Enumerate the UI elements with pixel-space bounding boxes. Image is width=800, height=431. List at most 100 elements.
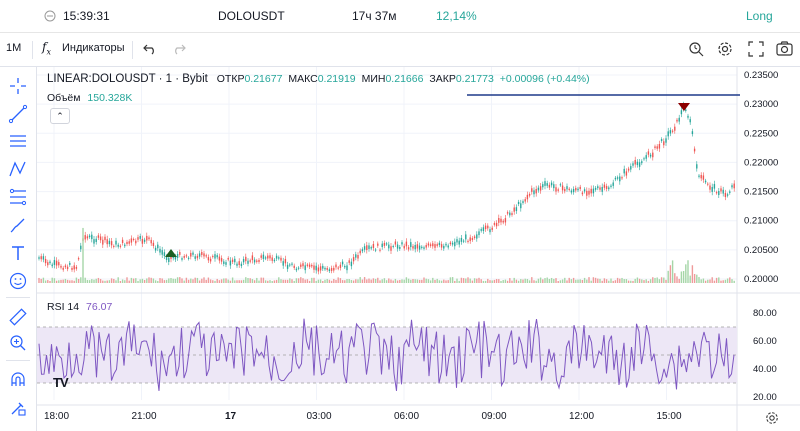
brush-icon[interactable] bbox=[8, 215, 28, 235]
price-candle bbox=[73, 265, 75, 270]
price-candle bbox=[161, 250, 163, 255]
price-candle bbox=[341, 261, 344, 265]
magnet-icon[interactable] bbox=[8, 370, 28, 390]
volume-bar bbox=[264, 280, 267, 283]
price-candle bbox=[117, 244, 119, 247]
interval-button[interactable]: 1M bbox=[6, 42, 22, 54]
volume-bar bbox=[113, 278, 115, 283]
volume-bar bbox=[258, 280, 260, 283]
settings-gear-icon[interactable] bbox=[765, 411, 779, 425]
volume-bar bbox=[568, 277, 570, 283]
price-candle bbox=[128, 241, 130, 244]
volume-legend: Объём 150.328K bbox=[47, 92, 132, 104]
indicators-icon[interactable]: fx bbox=[42, 40, 51, 57]
volume-bar bbox=[539, 277, 542, 283]
volume-bar bbox=[60, 279, 62, 283]
volume-bar bbox=[465, 278, 467, 283]
collapse-legend-button[interactable]: ⌃ bbox=[50, 108, 70, 124]
price-chart[interactable]: 0.23500 0.23000 0.22500 0.22000 0.21500 0.210… bbox=[37, 67, 800, 431]
volume-bar bbox=[471, 280, 474, 283]
price-candle bbox=[729, 191, 731, 193]
volume-bar bbox=[344, 280, 346, 283]
price-candle bbox=[317, 267, 320, 272]
volume-bar bbox=[249, 278, 251, 283]
price-candle bbox=[181, 258, 183, 260]
price-candle bbox=[348, 260, 350, 263]
price-candle bbox=[271, 257, 273, 261]
price-candle bbox=[612, 182, 614, 186]
rsi-legend: RSI 14 76.07 bbox=[47, 301, 112, 313]
fullscreen-icon[interactable] bbox=[748, 41, 764, 57]
price-candle bbox=[273, 259, 276, 262]
volume-bar bbox=[170, 278, 172, 283]
pattern-icon[interactable] bbox=[8, 159, 28, 179]
volume-bar bbox=[489, 280, 491, 283]
price-tick-label: 0.21500 bbox=[744, 187, 778, 198]
volume-bar bbox=[106, 280, 108, 283]
price-candle bbox=[608, 187, 610, 190]
volume-bar bbox=[185, 277, 188, 283]
volume-bar bbox=[181, 278, 183, 283]
gear-icon[interactable] bbox=[717, 41, 733, 57]
volume-bar bbox=[280, 279, 282, 283]
price-candle bbox=[671, 130, 674, 132]
price-candle bbox=[119, 245, 122, 247]
emoji-icon[interactable] bbox=[8, 271, 28, 291]
crosshair-icon[interactable] bbox=[8, 76, 28, 96]
minus-circle-icon[interactable] bbox=[44, 10, 56, 22]
volume-bar bbox=[603, 278, 606, 283]
price-candle bbox=[421, 246, 423, 248]
volume-bar bbox=[718, 277, 720, 283]
camera-icon[interactable] bbox=[776, 41, 793, 56]
price-candle bbox=[432, 243, 434, 247]
price-candle bbox=[429, 244, 432, 246]
trend-line-icon[interactable] bbox=[8, 104, 28, 124]
price-candle bbox=[467, 240, 469, 243]
volume-bar bbox=[671, 260, 674, 283]
price-candle bbox=[480, 229, 482, 231]
text-icon[interactable] bbox=[8, 243, 28, 263]
volume-bar bbox=[104, 280, 106, 283]
price-candle bbox=[524, 199, 526, 202]
volume-bar bbox=[458, 280, 460, 283]
volume-bar bbox=[511, 280, 513, 283]
search-zoom-icon[interactable] bbox=[688, 41, 704, 57]
volume-bar bbox=[108, 280, 111, 283]
price-candle bbox=[198, 253, 201, 257]
price-candle bbox=[616, 177, 619, 179]
divider bbox=[6, 360, 30, 361]
zoom-in-icon[interactable] bbox=[8, 333, 28, 353]
price-candle bbox=[718, 191, 720, 196]
price-tick-label: 0.23000 bbox=[744, 99, 778, 110]
price-candle bbox=[471, 238, 474, 240]
fib-levels-icon[interactable] bbox=[8, 187, 28, 207]
price-candle bbox=[416, 244, 419, 249]
horizontal-lines-icon[interactable] bbox=[8, 131, 28, 151]
volume-bar bbox=[654, 277, 656, 283]
volume-bar bbox=[275, 279, 278, 283]
price-candle bbox=[154, 247, 157, 251]
price-candle bbox=[249, 260, 251, 262]
volume-bar bbox=[392, 280, 394, 283]
volume-bar bbox=[542, 279, 544, 283]
volume-bar bbox=[623, 279, 625, 283]
legend-open-label: ОТКР bbox=[216, 73, 245, 85]
volume-bar bbox=[438, 280, 441, 283]
chart-area[interactable]: 0.23500 0.23000 0.22500 0.22000 0.21500 0.210… bbox=[37, 67, 800, 431]
volume-bar bbox=[66, 279, 69, 283]
volume-bar bbox=[205, 279, 207, 283]
price-candle bbox=[60, 265, 62, 268]
undo-icon[interactable] bbox=[143, 43, 157, 55]
price-candle bbox=[553, 184, 555, 189]
lock-drawing-icon[interactable] bbox=[8, 398, 28, 418]
volume-bar bbox=[306, 279, 309, 283]
price-candle bbox=[724, 192, 727, 198]
indicators-button[interactable]: Индикаторы bbox=[62, 42, 125, 54]
price-candle bbox=[630, 166, 632, 170]
redo-icon[interactable] bbox=[172, 43, 186, 55]
ruler-icon[interactable] bbox=[8, 307, 28, 327]
price-candle bbox=[561, 185, 564, 191]
volume-bar bbox=[500, 280, 502, 283]
volume-bar bbox=[610, 278, 612, 283]
volume-bar bbox=[396, 280, 399, 283]
